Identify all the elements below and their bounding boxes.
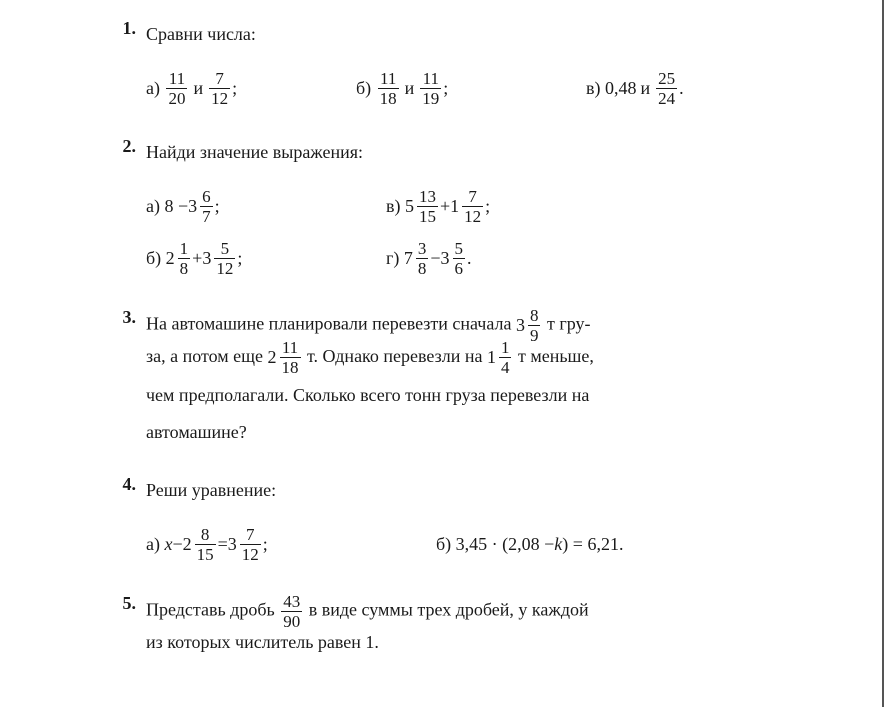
- fraction: 1119: [420, 70, 441, 107]
- worksheet-page: 1. Сравни числа: а) 1120 и 712 ; б) 1118…: [0, 0, 884, 707]
- mixed-number: 738: [404, 240, 431, 277]
- mixed-number: 3512: [202, 240, 237, 277]
- text: из которых числитель равен 1.: [146, 632, 379, 652]
- problem-3: 3. На автомашине планировали перевезти с…: [100, 307, 812, 452]
- p2-item-b: б) 218 + 3512 ;: [146, 240, 386, 277]
- fraction: 1118: [378, 70, 399, 107]
- problem-2-row1: а) 8 − 367 ; в) 51315 + 1712 ;: [100, 181, 812, 233]
- expr: 3,45 · (2,08 −: [456, 534, 555, 555]
- mixed-number: 218: [166, 240, 193, 277]
- text: автомашине?: [146, 422, 247, 442]
- lead-text: 8 −: [164, 196, 188, 217]
- p2-item-v: в) 51315 + 1712 ;: [386, 188, 490, 225]
- and-word: и: [641, 78, 651, 99]
- problem-4-items: а) x − 2815 = 3712 ; б) 3,45 · (2,08 − k…: [100, 519, 812, 571]
- op: −: [430, 248, 440, 269]
- problem-2: 2. Найди значение выражения: а) 8 − 367 …: [100, 136, 812, 284]
- p2-item-g: г) 738 − 356 .: [386, 240, 472, 277]
- punct: ;: [443, 78, 448, 99]
- label-g: г): [386, 248, 399, 269]
- problem-1-head: 1. Сравни числа:: [100, 18, 812, 50]
- eq: =: [218, 534, 228, 555]
- text: Представь дробь: [146, 599, 279, 619]
- p2-item-a: а) 8 − 367 ;: [146, 188, 386, 225]
- p1-item-a: а) 1120 и 712 ;: [146, 70, 356, 107]
- label-a: а): [146, 78, 160, 99]
- fraction: 1120: [166, 70, 187, 107]
- variable-x: x: [164, 534, 172, 555]
- mixed-number: 21118: [268, 339, 303, 377]
- mixed-number: 356: [441, 240, 468, 277]
- p1-item-c: в) 0,48 и 2524 .: [586, 70, 684, 107]
- decimal-value: 0,48: [605, 78, 637, 99]
- text: чем предполагали. Сколько всего тонн гру…: [146, 385, 589, 405]
- op: +: [192, 248, 202, 269]
- problem-2-title: Найди значение выражения:: [146, 136, 812, 168]
- mixed-number: 1712: [450, 188, 485, 225]
- punct: ;: [237, 248, 242, 269]
- text: за, а потом еще: [146, 346, 268, 366]
- problem-4-head: 4. Реши уравнение:: [100, 474, 812, 506]
- text: т. Однако перевезли на: [307, 346, 487, 366]
- punct: .: [679, 78, 684, 99]
- problem-4-number: 4.: [100, 474, 146, 495]
- text: в виде суммы трех дробей, у каждой: [309, 599, 589, 619]
- p4-item-a: а) x − 2815 = 3712 ;: [146, 526, 436, 563]
- variable-k: k: [554, 534, 562, 555]
- and-word: и: [405, 78, 415, 99]
- text: т меньше,: [518, 346, 594, 366]
- problem-4: 4. Реши уравнение: а) x − 2815 = 3712 ; …: [100, 474, 812, 570]
- problem-2-head: 2. Найди значение выражения:: [100, 136, 812, 168]
- punct: ;: [215, 196, 220, 217]
- label-a: а): [146, 196, 160, 217]
- fraction: 712: [209, 70, 230, 107]
- label-b: б): [356, 78, 371, 99]
- and-word: и: [193, 78, 203, 99]
- label-c: в): [586, 78, 601, 99]
- mixed-number: 51315: [405, 188, 440, 225]
- problem-3-number: 3.: [100, 307, 146, 328]
- label-v: в): [386, 196, 401, 217]
- text: На автомашине планировали перевезти снач…: [146, 313, 516, 333]
- punct: ;: [485, 196, 490, 217]
- punct: ;: [263, 534, 268, 555]
- op: +: [440, 196, 450, 217]
- punct: ;: [232, 78, 237, 99]
- label-b: б): [146, 248, 161, 269]
- problem-1-items: а) 1120 и 712 ; б) 1118 и 1119 ; в) 0,48…: [100, 62, 812, 114]
- problem-1-title: Сравни числа:: [146, 18, 812, 50]
- fraction: 2524: [656, 70, 677, 107]
- mixed-number: 3712: [228, 526, 263, 563]
- mixed-number: 114: [487, 339, 514, 377]
- problem-1-number: 1.: [100, 18, 146, 39]
- op: −: [172, 534, 182, 555]
- problem-2-row2: б) 218 + 3512 ; г) 738 − 356 .: [100, 233, 812, 285]
- mixed-number: 367: [188, 188, 215, 225]
- label-a: а): [146, 534, 160, 555]
- expr-rest: ) = 6,21.: [562, 534, 623, 555]
- punct: .: [467, 248, 472, 269]
- problem-2-number: 2.: [100, 136, 146, 157]
- mixed-number: 2815: [183, 526, 218, 563]
- problem-5: 5. Представь дробь 4390 в виде суммы тре…: [100, 593, 812, 662]
- label-b: б): [436, 534, 451, 555]
- problem-4-title: Реши уравнение:: [146, 474, 812, 506]
- problem-1: 1. Сравни числа: а) 1120 и 712 ; б) 1118…: [100, 18, 812, 114]
- p1-item-b: б) 1118 и 1119 ;: [356, 70, 586, 107]
- problem-3-body: за, а потом еще 21118 т. Однако перевезл…: [100, 338, 812, 452]
- problem-5-number: 5.: [100, 593, 146, 614]
- p4-item-b: б) 3,45 · (2,08 − k) = 6,21.: [436, 534, 623, 555]
- text: т гру-: [547, 313, 591, 333]
